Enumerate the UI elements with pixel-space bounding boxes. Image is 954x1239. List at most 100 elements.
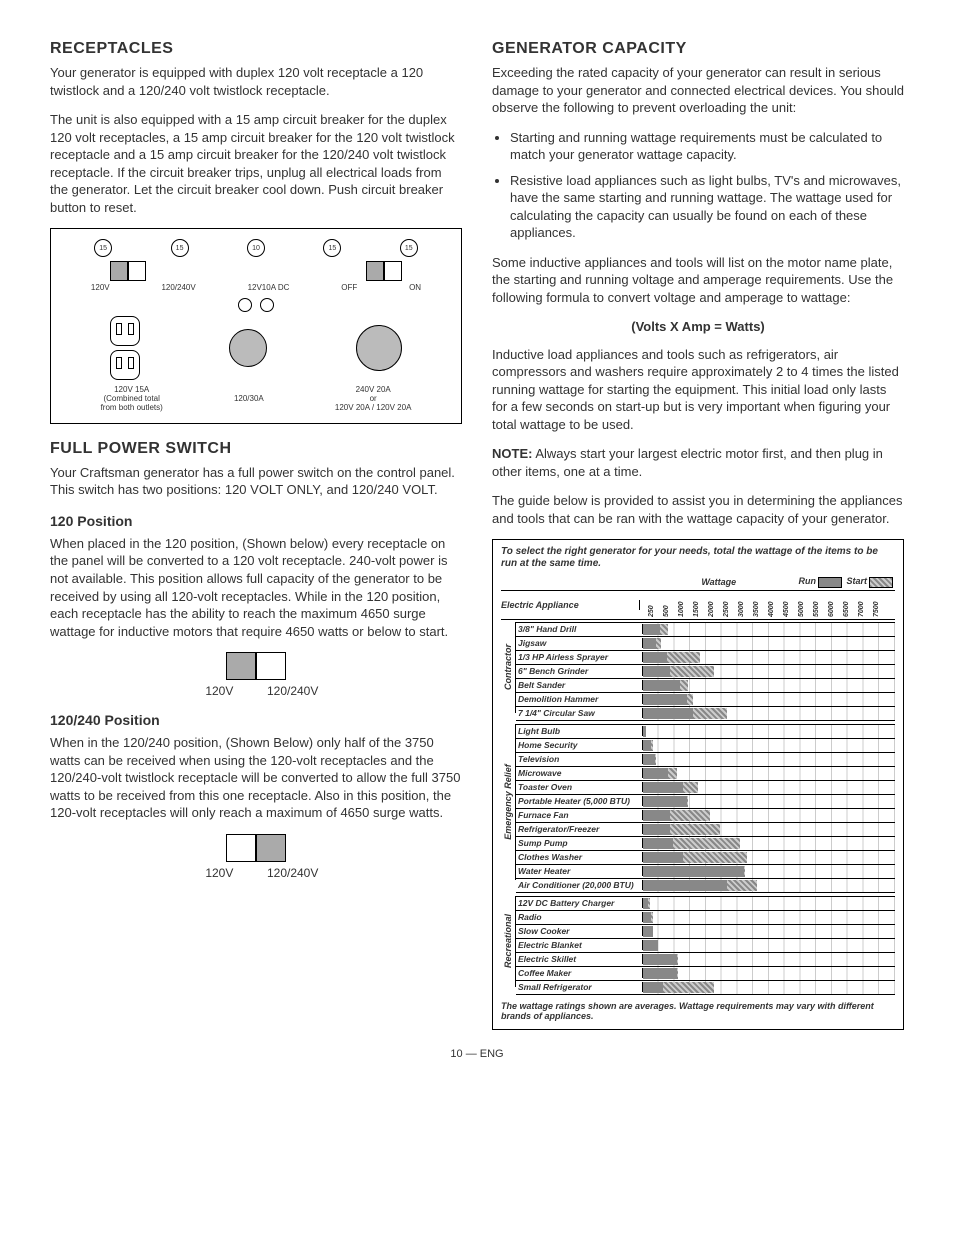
chart-row: Clothes Washer (516, 851, 895, 865)
tick-label: 5500 (813, 601, 820, 617)
breaker-icon: 15 (94, 239, 112, 257)
chart-row: Air Conditioner (20,000 BTU) (516, 879, 895, 893)
demo-label-120v: 120V (184, 866, 254, 880)
run-bar (643, 940, 658, 951)
chart-row: Small Refrigerator (516, 981, 895, 995)
control-panel-diagram: 15 15 10 15 15 120V 120/240V 12V10A DC O… (50, 228, 462, 423)
appliance-name: Radio (516, 912, 643, 922)
tick-label: 4000 (768, 601, 775, 617)
appliance-name: 6" Bench Grinder (516, 666, 643, 676)
twist1-caption: 120/30A (234, 395, 264, 404)
run-bar (643, 740, 651, 751)
note-label: NOTE: (492, 446, 532, 461)
start-bar (677, 968, 679, 979)
chart-row: Coffee Maker (516, 967, 895, 981)
dc-port-icon (260, 298, 274, 312)
capacity-p2: Some inductive appliances and tools will… (492, 254, 904, 307)
run-bar (643, 638, 656, 649)
capacity-p3: Inductive load appliances and tools such… (492, 346, 904, 434)
start-bar (670, 666, 714, 677)
run-bar (643, 754, 655, 765)
appliance-name: 7 1/4" Circular Saw (516, 708, 643, 718)
twist2-caption-bot: 120V 20A / 120V 20A (335, 404, 412, 413)
appliance-name: Light Bulb (516, 726, 643, 736)
run-bar (643, 810, 670, 821)
receptacles-heading: RECEPTACLES (50, 40, 462, 58)
bullet-1: Starting and running wattage requirement… (510, 129, 904, 164)
category-label: Contractor (503, 644, 513, 690)
left-column: RECEPTACLES Your generator is equipped w… (50, 40, 462, 1030)
run-bar (643, 624, 660, 635)
appliance-name: Water Heater (516, 866, 643, 876)
receptacles-p1: Your generator is equipped with duplex 1… (50, 64, 462, 99)
demo-label-120-240v: 120/240V (258, 866, 328, 880)
chart-body: Contractor3/8" Hand DrillJigsaw1/3 HP Ai… (501, 622, 895, 995)
label-off: OFF (341, 283, 357, 292)
appliance-name: Demolition Hammer (516, 694, 643, 704)
chart-row: Microwave (516, 767, 895, 781)
chart-row: Television (516, 753, 895, 767)
page-number: 10 — ENG (50, 1048, 904, 1060)
capacity-bullets: Starting and running wattage requirement… (492, 129, 904, 242)
run-bar (643, 824, 670, 835)
tick-labels: 1002505001000150020002500300035004000450… (640, 593, 895, 617)
run-bar (643, 726, 646, 737)
chart-row: Slow Cooker (516, 925, 895, 939)
switch-240-demo: 120V 120/240V (50, 834, 462, 880)
appliance-name: Electric Blanket (516, 940, 643, 950)
run-bar (643, 768, 668, 779)
start-bar (663, 982, 713, 993)
voltage-switch-icon (110, 261, 146, 281)
start-bar (651, 740, 653, 751)
run-bar (643, 866, 744, 877)
appliance-name: Coffee Maker (516, 968, 643, 978)
run-bar (643, 954, 677, 965)
run-bar (643, 968, 677, 979)
start-bar (660, 624, 668, 635)
start-swatch-icon (869, 577, 893, 588)
appliance-header: Electric Appliance (501, 600, 640, 610)
chart-row: 3/8" Hand Drill (516, 622, 895, 637)
chart-row: Electric Skillet (516, 953, 895, 967)
run-bar (643, 880, 727, 891)
label-on: ON (409, 283, 421, 292)
chart-row: Home Security (516, 739, 895, 753)
chart-row: Demolition Hammer (516, 693, 895, 707)
appliance-name: Furnace Fan (516, 810, 643, 820)
run-bar (643, 666, 670, 677)
tick-label: 4500 (783, 601, 790, 617)
tick-label: 6000 (828, 601, 835, 617)
fps-heading: FULL POWER SWITCH (50, 440, 462, 458)
tick-label: 250 (648, 605, 655, 617)
tick-label: 1000 (678, 601, 685, 617)
breaker-icon: 15 (400, 239, 418, 257)
start-bar (683, 782, 698, 793)
run-bar (643, 838, 673, 849)
capacity-p4: The guide below is provided to assist yo… (492, 492, 904, 527)
appliance-name: Portable Heater (5,000 BTU) (516, 796, 643, 806)
appliance-name: 12V DC Battery Charger (516, 898, 643, 908)
pos240-heading: 120/240 Position (50, 712, 462, 728)
appliance-name: Sump Pump (516, 838, 643, 848)
start-bar (687, 796, 689, 807)
chart-row: 1/3 HP Airless Sprayer (516, 651, 895, 665)
capacity-p1: Exceeding the rated capacity of your gen… (492, 64, 904, 117)
chart-row: Water Heater (516, 865, 895, 879)
run-bar (643, 852, 683, 863)
duplex-outlet-icon (110, 350, 140, 380)
start-bar (670, 810, 710, 821)
appliance-name: Microwave (516, 768, 643, 778)
duplex-outlet-icon (110, 316, 140, 346)
chart-row: Radio (516, 911, 895, 925)
demo-label-120-240v: 120/240V (258, 684, 328, 698)
tick-label: 7500 (873, 601, 880, 617)
bullet-2: Resistive load appliances such as light … (510, 172, 904, 242)
note-text: Always start your largest electric motor… (492, 446, 883, 479)
pos240-p: When in the 120/240 position, (Shown Bel… (50, 734, 462, 822)
breaker-icon: 15 (171, 239, 189, 257)
appliance-name: Toaster Oven (516, 782, 643, 792)
label-120v: 120V (91, 283, 110, 292)
appliance-name: 3/8" Hand Drill (516, 624, 643, 634)
appliance-name: Clothes Washer (516, 852, 643, 862)
chart-row: Sump Pump (516, 837, 895, 851)
